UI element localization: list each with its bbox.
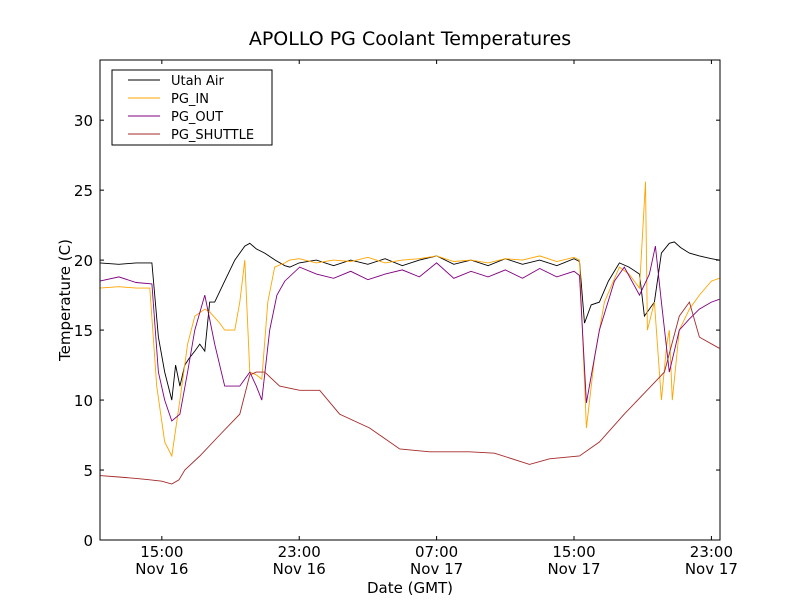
- legend-label: PG_IN: [171, 92, 209, 107]
- legend-label: PG_OUT: [171, 110, 223, 125]
- x-tick-label-time: 23:00: [690, 543, 733, 561]
- y-tick-label: 5: [83, 462, 93, 480]
- chart-title: APOLLO PG Coolant Temperatures: [249, 28, 571, 50]
- x-tick-label-time: 23:00: [278, 543, 321, 561]
- x-tick-label-time: 15:00: [140, 543, 183, 561]
- y-tick-label: 15: [74, 322, 93, 340]
- y-axis-label: Temperature (C): [56, 239, 74, 362]
- x-tick-label-time: 07:00: [415, 543, 458, 561]
- legend-label: PG_SHUTTLE: [171, 128, 254, 143]
- series-line-utah-air: [99, 241, 720, 401]
- x-tick-label-date: Nov 17: [410, 560, 463, 578]
- y-tick-label: 20: [74, 252, 93, 270]
- legend: Utah Air PG_IN PG_OUT PG_SHUTTLE: [111, 69, 273, 146]
- plot-frame: [99, 59, 721, 541]
- x-tick-label-date: Nov 17: [685, 560, 738, 578]
- x-tick-label-date: Nov 17: [547, 560, 600, 578]
- legend-box: [111, 69, 273, 146]
- x-tick-label-date: Nov 16: [135, 560, 188, 578]
- x-tick-label-date: Nov 16: [273, 560, 326, 578]
- y-tick-label: 10: [74, 392, 93, 410]
- series-line-pg-in: [99, 181, 720, 458]
- legend-label: Utah Air: [171, 74, 224, 89]
- series-line-pg-out: [99, 246, 720, 422]
- series-line-pg-shuttle: [99, 301, 720, 485]
- y-tick-label: 0: [83, 532, 93, 550]
- y-tick-label: 25: [74, 182, 93, 200]
- y-tick-label: 30: [74, 112, 93, 130]
- x-axis-label: Date (GMT): [367, 579, 453, 597]
- x-tick-label-time: 15:00: [552, 543, 595, 561]
- plot-marks: [99, 181, 720, 485]
